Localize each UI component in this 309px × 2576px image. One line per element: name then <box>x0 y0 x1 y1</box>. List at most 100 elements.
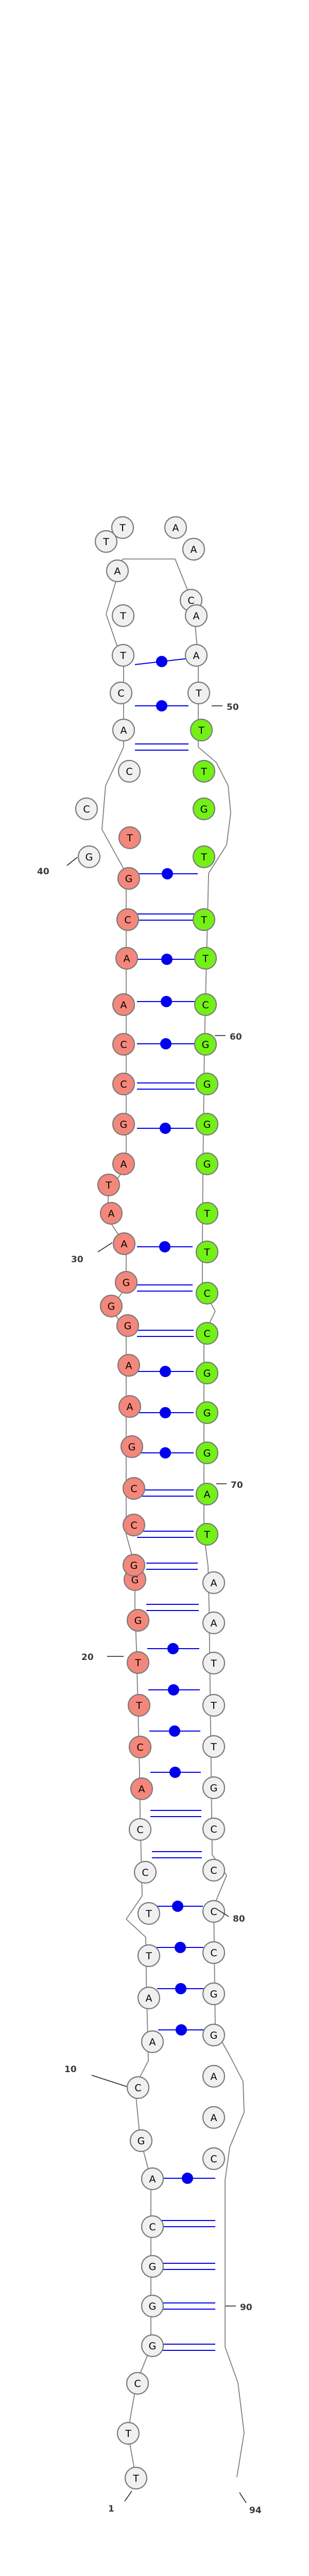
nucleotide-21[interactable]: G <box>126 1608 150 1632</box>
nucleotide-59[interactable]: T <box>187 681 211 705</box>
nucleotide-circle[interactable] <box>111 643 135 667</box>
nucleotide-circle[interactable] <box>195 1401 219 1425</box>
nucleotide-24[interactable]: C <box>122 1513 146 1537</box>
nucleotide-70[interactable]: G <box>195 1152 219 1176</box>
nucleotide-circle[interactable] <box>112 1152 135 1176</box>
nucleotide-29[interactable]: G <box>116 1314 140 1337</box>
nucleotide-circle[interactable] <box>112 1232 136 1256</box>
nucleotide-circle[interactable] <box>111 604 135 628</box>
nucleotide-15[interactable]: C <box>133 1860 157 1884</box>
nucleotide-circle[interactable] <box>194 993 217 1016</box>
nucleotide-3[interactable]: C <box>126 2371 149 2395</box>
nucleotide-54[interactable]: A <box>164 516 187 539</box>
nucleotide-circle[interactable] <box>117 1353 141 1377</box>
nucleotide-73[interactable]: C <box>195 1281 219 1305</box>
nucleotide-62[interactable]: G <box>192 797 216 821</box>
nucleotide-86[interactable]: C <box>202 1817 226 1841</box>
nucleotide-circle[interactable] <box>202 1735 226 1758</box>
nucleotide-91[interactable]: G <box>202 2023 226 2047</box>
nucleotide-5[interactable]: G <box>141 2294 164 2318</box>
nucleotide-circle[interactable] <box>126 2076 150 2099</box>
nucleotide-circle[interactable] <box>195 1112 219 1136</box>
nucleotide-circle[interactable] <box>126 2371 149 2395</box>
nucleotide-circle[interactable] <box>195 1072 219 1096</box>
nucleotide-14[interactable]: T <box>137 1902 161 1925</box>
nucleotide-25[interactable]: C <box>122 1477 146 1500</box>
nucleotide-23[interactable]: G <box>122 1553 146 1577</box>
nucleotide-circle[interactable] <box>77 845 101 869</box>
nucleotide-circle[interactable] <box>120 1435 144 1459</box>
nucleotide-circle[interactable] <box>117 759 141 783</box>
nucleotide-60[interactable]: T <box>190 718 213 742</box>
nucleotide-circle[interactable] <box>141 2334 164 2358</box>
nucleotide-circle[interactable] <box>133 1860 157 1884</box>
nucleotide-circle[interactable] <box>114 1270 138 1294</box>
nucleotide-49[interactable]: T <box>111 643 135 667</box>
nucleotide-74[interactable]: C <box>195 1321 219 1345</box>
nucleotide-circle[interactable] <box>122 1513 146 1537</box>
nucleotide-32[interactable]: A <box>112 1232 136 1256</box>
nucleotide-40[interactable]: A <box>115 946 139 970</box>
nucleotide-7[interactable]: C <box>141 2215 164 2239</box>
nucleotide-circle[interactable] <box>195 1482 219 1506</box>
nucleotide-33[interactable]: A <box>99 1201 123 1225</box>
nucleotide-circle[interactable] <box>112 1072 135 1096</box>
nucleotide-circle[interactable] <box>128 1818 152 1841</box>
nucleotide-48[interactable]: C <box>109 681 133 705</box>
nucleotide-circle[interactable] <box>112 718 135 742</box>
nucleotide-45[interactable]: C <box>75 797 98 821</box>
nucleotide-circle[interactable] <box>190 718 213 742</box>
nucleotide-circle[interactable] <box>130 1777 153 1801</box>
nucleotide-circle[interactable] <box>164 516 187 539</box>
nucleotide-18[interactable]: C <box>128 1735 152 1759</box>
nucleotide-1[interactable]: T <box>124 2466 148 2490</box>
nucleotide-42[interactable]: G <box>117 867 141 890</box>
nucleotide-38[interactable]: C <box>112 1032 135 1056</box>
nucleotide-circle[interactable] <box>129 2129 153 2153</box>
nucleotide-circle[interactable] <box>182 537 205 561</box>
nucleotide-circle[interactable] <box>122 1477 146 1500</box>
nucleotide-12[interactable]: A <box>137 1986 161 2010</box>
nucleotide-circle[interactable] <box>192 845 216 869</box>
nucleotide-35[interactable]: A <box>112 1152 135 1176</box>
nucleotide-53[interactable]: T <box>111 516 134 539</box>
nucleotide-circle[interactable] <box>202 1776 226 1800</box>
nucleotide-circle[interactable] <box>111 516 134 539</box>
nucleotide-93[interactable]: A <box>202 2106 226 2129</box>
nucleotide-36[interactable]: G <box>112 1112 135 1136</box>
nucleotide-63[interactable]: T <box>192 845 216 869</box>
nucleotide-57[interactable]: A <box>184 604 208 628</box>
nucleotide-72[interactable]: T <box>195 1240 219 1264</box>
nucleotide-circle[interactable] <box>141 2215 164 2239</box>
nucleotide-circle[interactable] <box>202 1693 226 1717</box>
nucleotide-76[interactable]: G <box>195 1401 219 1425</box>
nucleotide-43[interactable]: T <box>118 826 142 850</box>
nucleotide-89[interactable]: C <box>202 1941 226 1964</box>
nucleotide-75[interactable]: G <box>195 1361 219 1385</box>
nucleotide-circle[interactable] <box>126 1651 150 1674</box>
nucleotide-67[interactable]: G <box>194 1032 217 1056</box>
nucleotide-circle[interactable] <box>195 1361 219 1385</box>
nucleotide-circle[interactable] <box>141 2294 164 2318</box>
nucleotide-circle[interactable] <box>137 1902 161 1925</box>
nucleotide-37[interactable]: C <box>112 1072 135 1096</box>
nucleotide-circle[interactable] <box>202 2023 226 2047</box>
nucleotide-58[interactable]: A <box>184 643 208 667</box>
nucleotide-circle[interactable] <box>112 1112 135 1136</box>
nucleotide-circle[interactable] <box>202 2106 226 2129</box>
nucleotide-circle[interactable] <box>141 2167 164 2191</box>
nucleotide-69[interactable]: G <box>195 1112 219 1136</box>
nucleotide-circle[interactable] <box>124 2466 148 2490</box>
nucleotide-circle[interactable] <box>115 946 139 970</box>
nucleotide-circle[interactable] <box>117 867 141 890</box>
nucleotide-61[interactable]: T <box>192 759 216 783</box>
nucleotide-circle[interactable] <box>128 1735 152 1759</box>
nucleotide-circle[interactable] <box>202 2064 226 2088</box>
nucleotide-circle[interactable] <box>192 908 216 931</box>
nucleotide-circle[interactable] <box>202 1651 226 1675</box>
nucleotide-6[interactable]: G <box>141 2255 164 2278</box>
nucleotide-circle[interactable] <box>141 2030 164 2054</box>
nucleotide-39[interactable]: A <box>112 993 135 1016</box>
nucleotide-circle[interactable] <box>202 1982 226 2006</box>
nucleotide-circle[interactable] <box>112 993 135 1016</box>
